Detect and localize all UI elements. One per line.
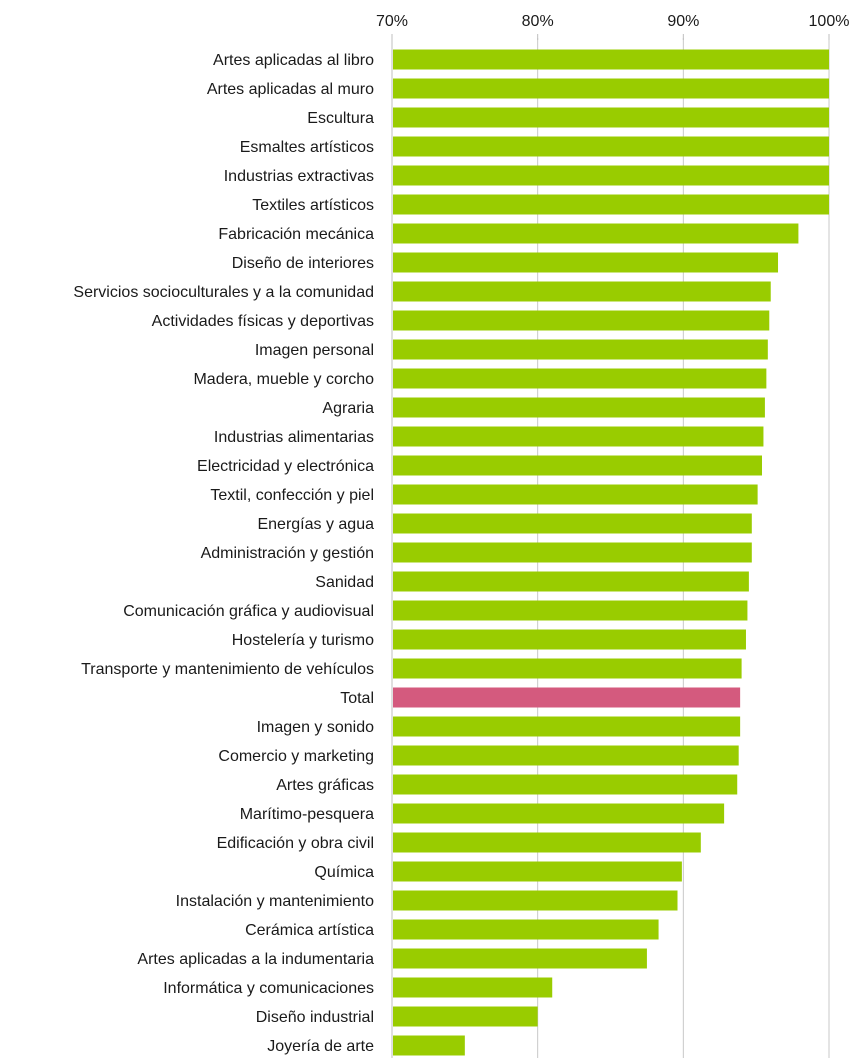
bar <box>393 194 829 215</box>
bar <box>393 1035 465 1056</box>
bar <box>393 223 799 244</box>
category-label: Comercio y marketing <box>218 748 374 765</box>
bar <box>393 745 739 766</box>
bar <box>393 397 765 418</box>
category-label: Artes gráficas <box>276 777 374 794</box>
category-label: Electricidad y electrónica <box>197 458 374 475</box>
bar <box>393 774 738 795</box>
bar <box>393 49 829 70</box>
bars <box>393 49 829 1056</box>
category-label: Hostelería y turismo <box>232 632 374 649</box>
category-label: Textil, confección y piel <box>210 487 374 504</box>
bar <box>393 571 749 592</box>
bar <box>393 107 829 128</box>
bar <box>393 803 725 824</box>
category-label: Fabricación mecánica <box>218 226 374 243</box>
bar <box>393 252 779 273</box>
category-label: Esmaltes artísticos <box>240 139 374 156</box>
category-label: Total <box>340 690 374 707</box>
category-label: Artes aplicadas al muro <box>207 81 374 98</box>
bar <box>393 658 742 679</box>
category-label: Actividades físicas y deportivas <box>152 313 374 330</box>
category-label: Industrias alimentarias <box>214 429 374 446</box>
category-label: Química <box>314 864 374 881</box>
category-label: Escultura <box>307 110 374 127</box>
bar <box>393 861 682 882</box>
bar <box>393 281 771 302</box>
category-label: Textiles artísticos <box>252 197 374 214</box>
x-tick-label: 90% <box>667 13 699 30</box>
bar <box>393 919 659 940</box>
bar <box>393 977 553 998</box>
category-label: Joyería de arte <box>267 1038 374 1055</box>
category-label: Agraria <box>322 400 374 417</box>
x-axis-ticks: 70% 80% 90% 100% <box>376 13 849 30</box>
bar <box>393 339 768 360</box>
bar <box>393 426 764 447</box>
bar <box>393 455 762 476</box>
category-label: Edificación y obra civil <box>217 835 374 852</box>
category-label: Imagen y sonido <box>257 719 375 736</box>
category-label: Madera, mueble y corcho <box>193 371 374 388</box>
x-tick-label: 70% <box>376 13 408 30</box>
x-tick-label: 100% <box>809 13 850 30</box>
bar <box>393 78 829 99</box>
category-label: Industrias extractivas <box>224 168 374 185</box>
category-label: Instalación y mantenimiento <box>176 893 374 910</box>
bar <box>393 600 748 621</box>
category-label: Sanidad <box>315 574 374 591</box>
category-label: Artes aplicadas a la indumentaria <box>137 951 374 968</box>
bar <box>393 165 829 186</box>
category-label: Diseño industrial <box>256 1009 374 1026</box>
category-label: Cerámica artística <box>245 922 374 939</box>
bar <box>393 368 767 389</box>
bar <box>393 542 752 563</box>
bar <box>393 716 741 737</box>
bar <box>393 890 678 911</box>
category-label: Energías y agua <box>257 516 374 533</box>
bar <box>393 513 752 534</box>
bar <box>393 687 741 708</box>
category-label: Administración y gestión <box>201 545 374 562</box>
category-labels: Artes aplicadas al libro Artes aplicadas … <box>73 52 374 1055</box>
category-label: Marítimo-pesquera <box>240 806 374 823</box>
bar <box>393 629 746 650</box>
category-label: Transporte y mantenimiento de vehículos <box>81 661 374 678</box>
category-label: Imagen personal <box>255 342 374 359</box>
category-label: Informática y comunicaciones <box>163 980 374 997</box>
category-label: Artes aplicadas al libro <box>213 52 374 69</box>
category-label: Comunicación gráfica y audiovisual <box>123 603 374 620</box>
bar <box>393 1006 538 1027</box>
bar <box>393 136 829 157</box>
bar <box>393 948 647 969</box>
bar <box>393 832 701 853</box>
bar <box>393 484 758 505</box>
bar <box>393 310 770 331</box>
x-tick-label: 80% <box>522 13 554 30</box>
category-label: Servicios socioculturales y a la comunid… <box>73 284 374 301</box>
category-label: Diseño de interiores <box>232 255 374 272</box>
